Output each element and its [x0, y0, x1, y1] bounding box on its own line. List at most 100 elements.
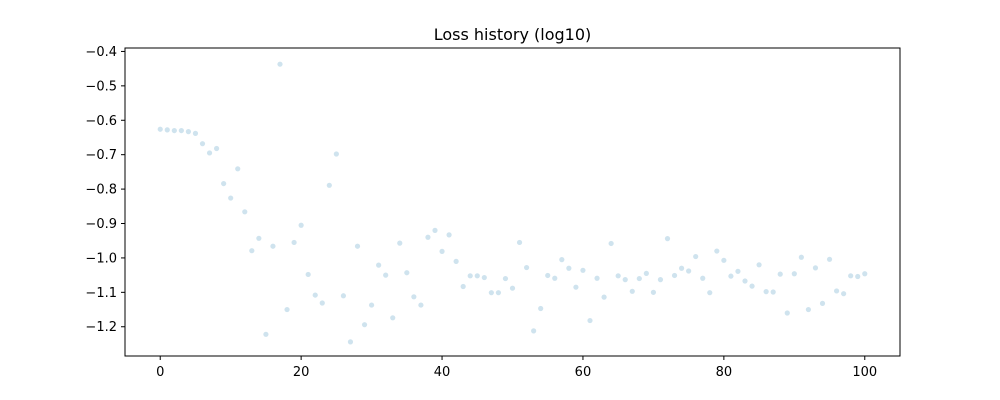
- data-point: [629, 288, 635, 294]
- data-point: [608, 240, 614, 247]
- data-point: [185, 129, 192, 135]
- data-point: [841, 291, 847, 297]
- data-point: [319, 300, 325, 306]
- data-point: [693, 253, 699, 260]
- data-point: [460, 283, 466, 290]
- data-point: [333, 151, 339, 157]
- data-point: [249, 248, 255, 254]
- data-point: [650, 289, 657, 295]
- data-point: [636, 275, 642, 282]
- data-point: [502, 275, 509, 282]
- data-point: [643, 270, 649, 277]
- data-point: [178, 127, 184, 134]
- x-tick-label: 20: [293, 365, 310, 380]
- data-point: [340, 293, 347, 299]
- data-point: [622, 277, 628, 283]
- y-tick-label: −0.9: [85, 217, 117, 232]
- data-point: [749, 283, 755, 289]
- data-point: [721, 257, 727, 263]
- data-point: [270, 243, 276, 249]
- data-point: [291, 239, 297, 246]
- data-point: [354, 243, 361, 249]
- data-point: [848, 273, 854, 279]
- data-point: [756, 262, 762, 268]
- data-point: [411, 294, 417, 300]
- data-point: [256, 235, 262, 241]
- data-point: [488, 290, 494, 296]
- y-tick-label: −0.6: [85, 114, 117, 129]
- data-point: [826, 256, 833, 262]
- chart-title: Loss history (log10): [434, 25, 592, 44]
- data-point: [298, 222, 304, 228]
- data-point: [601, 294, 607, 300]
- axes: [124, 47, 901, 357]
- data-point: [453, 258, 459, 264]
- data-point: [728, 273, 734, 279]
- data-point: [664, 236, 671, 242]
- x-tick-label: 80: [716, 365, 733, 380]
- plot-frame: [124, 47, 901, 357]
- data-point: [277, 61, 283, 67]
- data-point: [509, 285, 516, 291]
- data-point: [383, 272, 389, 278]
- data-point: [862, 271, 868, 277]
- data-point: [657, 277, 664, 283]
- data-point: [418, 302, 424, 308]
- x-axis-ticks: 0 20 40 60 80 100: [156, 356, 877, 380]
- data-point: [326, 182, 332, 188]
- data-point: [361, 322, 368, 328]
- x-tick-label: 0: [156, 365, 164, 380]
- data-point: [833, 288, 840, 294]
- data-point: [791, 271, 797, 277]
- y-tick-label: −1.0: [85, 251, 117, 266]
- x-tick-label: 40: [434, 365, 451, 380]
- data-point: [671, 272, 678, 279]
- data-point: [347, 339, 354, 345]
- data-point: [580, 267, 586, 273]
- y-tick-label: −0.5: [85, 79, 117, 94]
- data-point: [770, 289, 776, 295]
- data-point: [763, 289, 769, 295]
- data-point: [523, 264, 530, 271]
- data-point: [481, 274, 487, 281]
- data-point: [439, 248, 445, 254]
- y-tick-label: −1.2: [85, 320, 117, 335]
- y-tick-label: −1.1: [85, 286, 117, 301]
- data-points: [157, 61, 868, 345]
- data-point: [784, 310, 790, 316]
- y-tick-label: −0.7: [85, 148, 117, 163]
- data-point: [686, 268, 692, 274]
- y-tick-label: −0.4: [85, 45, 117, 60]
- data-point: [171, 127, 177, 134]
- data-point: [157, 126, 163, 132]
- data-point: [474, 273, 480, 279]
- x-tick-label: 60: [575, 365, 592, 380]
- data-point: [206, 150, 213, 156]
- data-point: [221, 180, 227, 187]
- data-point: [263, 331, 269, 337]
- data-point: [516, 239, 523, 246]
- data-point: [368, 302, 375, 308]
- data-point: [467, 273, 473, 279]
- data-point: [284, 306, 290, 313]
- data-point: [714, 248, 720, 254]
- data-point: [855, 273, 861, 280]
- data-point: [235, 166, 241, 172]
- data-point: [432, 227, 438, 233]
- data-point: [199, 141, 206, 147]
- data-point: [305, 271, 311, 278]
- data-point: [559, 257, 565, 263]
- data-point: [495, 290, 502, 296]
- data-point: [700, 275, 706, 281]
- data-point: [805, 306, 812, 313]
- x-tick-label: 100: [852, 365, 877, 380]
- data-point: [615, 273, 621, 279]
- data-point: [397, 240, 403, 246]
- data-point: [587, 317, 593, 324]
- data-point: [594, 275, 600, 281]
- data-point: [707, 290, 713, 296]
- y-tick-label: −0.8: [85, 183, 117, 198]
- data-point: [812, 265, 819, 271]
- data-point: [798, 254, 804, 260]
